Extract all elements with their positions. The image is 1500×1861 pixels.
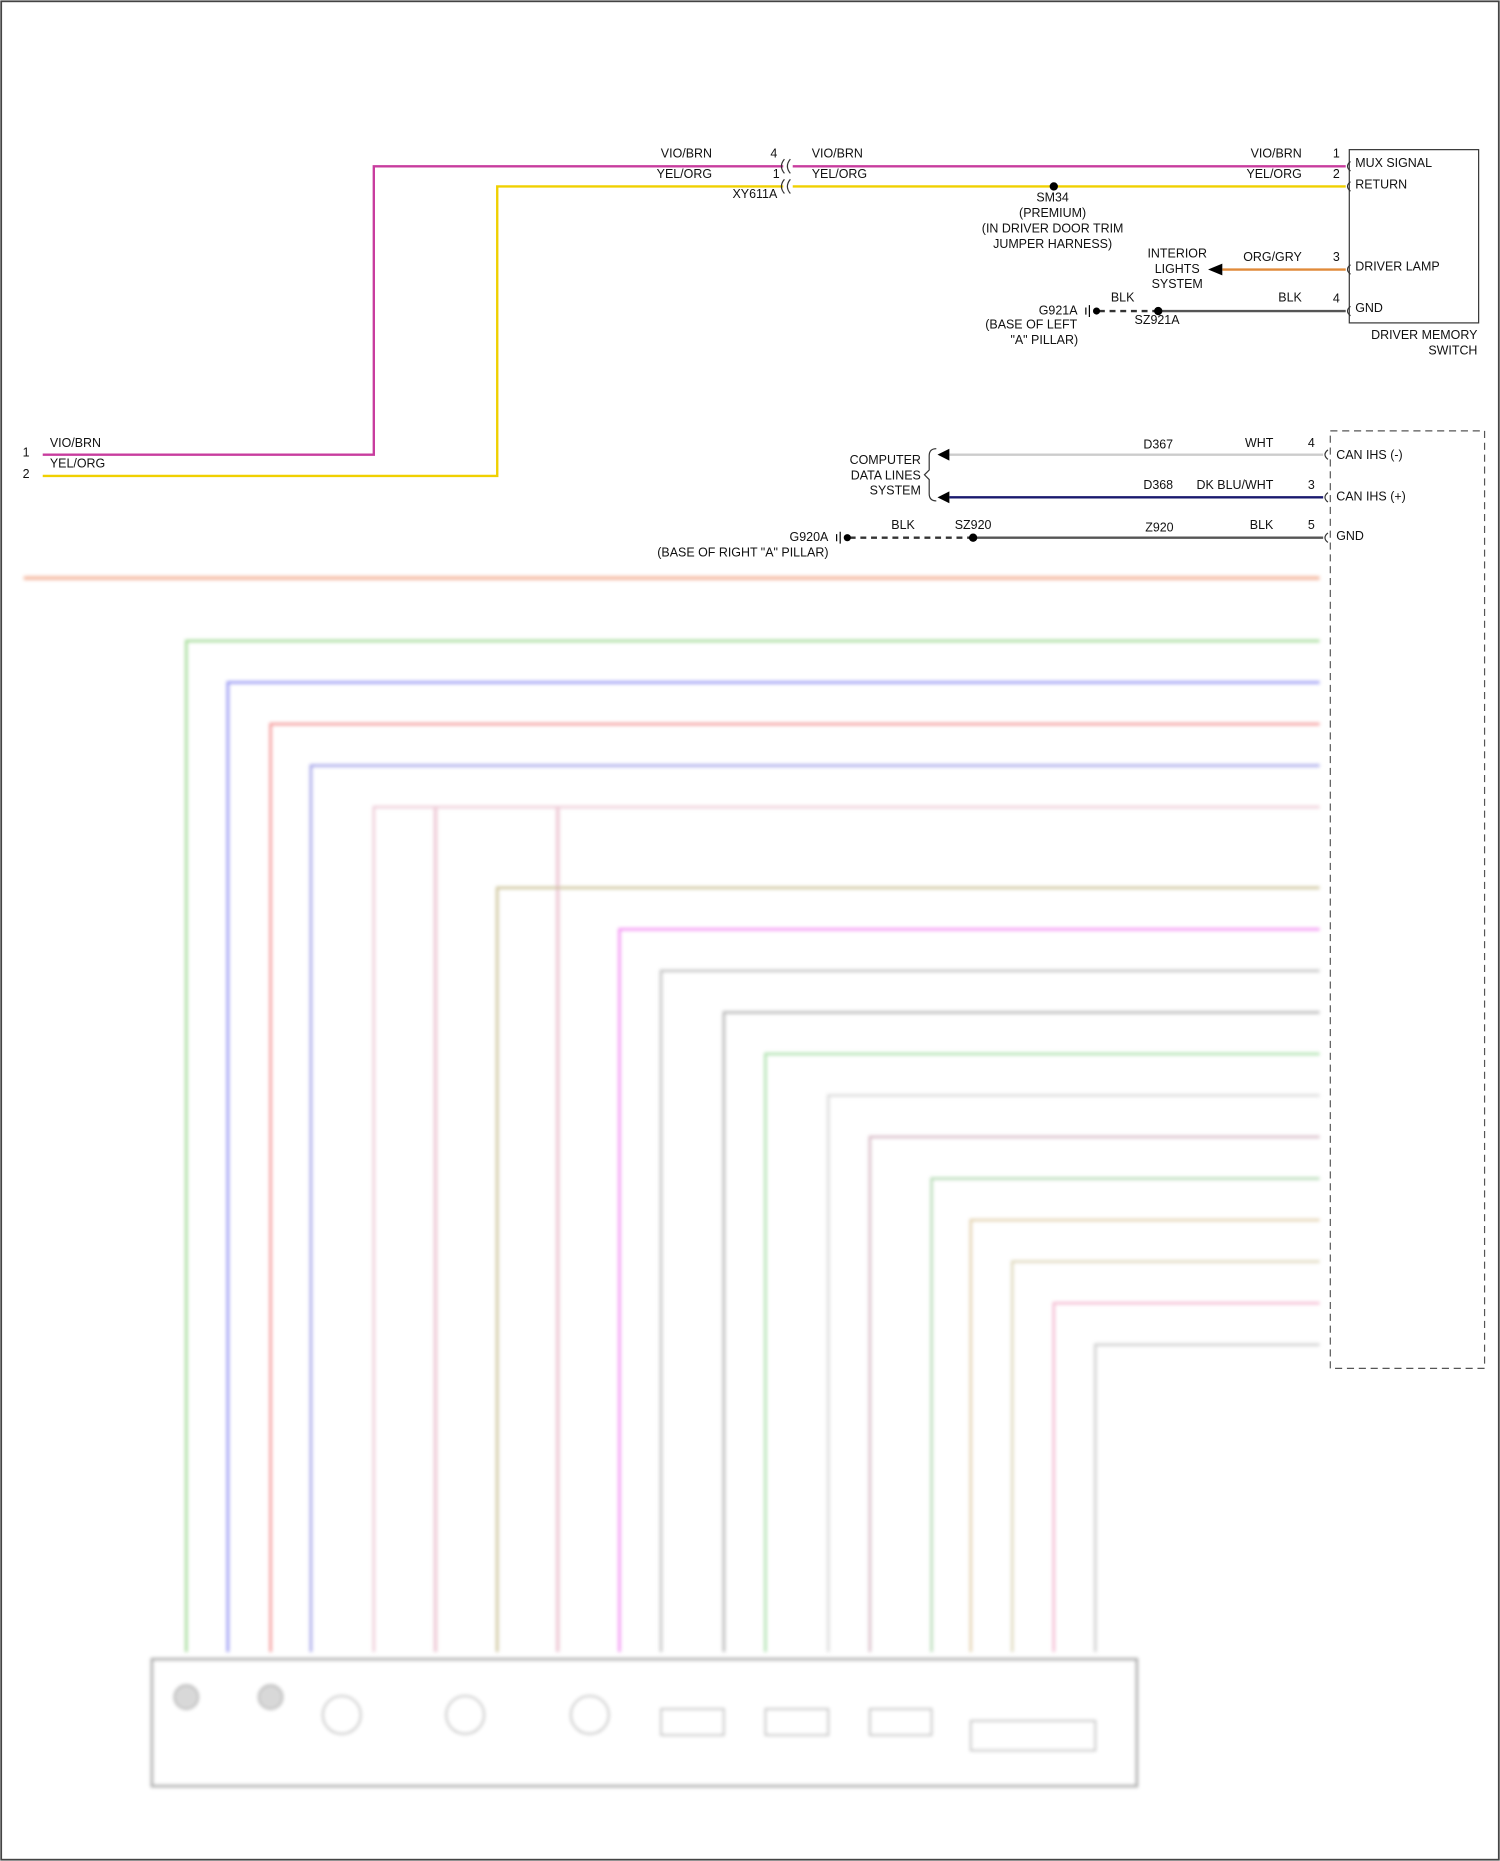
pin-function: CAN IHS (+) [1336, 490, 1406, 504]
system-label: SYSTEM [870, 484, 921, 498]
wire-label: VIO/BRN [1251, 147, 1302, 161]
arrow [937, 448, 950, 461]
splice-label: JUMPER HARNESS) [993, 237, 1112, 251]
pin: 5 [1308, 518, 1315, 532]
inline-connector [780, 158, 791, 194]
wire-label: BLK [1111, 290, 1135, 304]
pin-function: CAN IHS (-) [1336, 448, 1402, 462]
ground-symbol [1085, 305, 1090, 317]
pin: 1 [773, 167, 780, 181]
pin-function: GND [1355, 301, 1383, 315]
pin: 3 [1308, 478, 1315, 492]
pin: 1 [23, 446, 30, 460]
wire-label: DK BLU/WHT [1197, 478, 1274, 492]
ground-name: G921A [1039, 303, 1078, 317]
switch-box [1348, 149, 1480, 324]
blurred-region [23, 576, 1320, 1788]
pin-function: MUX SIGNAL [1355, 156, 1432, 170]
connector-box [1329, 430, 1486, 1369]
arrow [937, 491, 950, 504]
pin: 4 [770, 147, 777, 161]
pin: 4 [1333, 291, 1340, 305]
pin: 1 [1333, 147, 1340, 161]
pin-function: DRIVER LAMP [1355, 259, 1439, 273]
labels: 1 2 VIO/BRN YEL/ORG VIO/BRN YEL/ORG 4 1 … [23, 147, 1479, 560]
splice [1154, 306, 1163, 316]
ground-symbol [836, 531, 841, 544]
wire-label: BLK [1278, 290, 1302, 304]
pin-function: RETURN [1355, 178, 1407, 192]
ground-location: "A" PILLAR) [1010, 333, 1078, 347]
ground-name: G920A [790, 530, 829, 544]
circuit: D368 [1143, 478, 1173, 492]
system-label: DATA LINES [851, 468, 921, 482]
pin: 2 [23, 467, 30, 481]
wire-label: VIO/BRN [661, 147, 712, 161]
splice-label: SZ921A [1135, 313, 1181, 327]
system-label: LIGHTS [1155, 262, 1200, 276]
ground [843, 534, 851, 542]
pin-function: GND [1336, 529, 1364, 543]
splice [1049, 182, 1058, 191]
circuit: D367 [1143, 437, 1173, 451]
pin-terminals [1324, 449, 1329, 543]
splice-label: (IN DRIVER DOOR TRIM [982, 221, 1124, 235]
wire-label: WHT [1245, 436, 1274, 450]
wire-label: VIO/BRN [50, 436, 101, 450]
arrow [1208, 263, 1223, 276]
wire-vio-brn [42, 165, 784, 456]
pin-terminals [1346, 161, 1351, 317]
system-label: SYSTEM [1152, 277, 1203, 291]
pin: 4 [1308, 436, 1315, 450]
splice-label: (PREMIUM) [1019, 206, 1086, 220]
wire-label: YEL/ORG [1246, 167, 1301, 181]
component-name: DRIVER MEMORY [1371, 328, 1478, 342]
wire-label: ORG/GRY [1243, 250, 1302, 264]
circuit: Z920 [1145, 521, 1173, 535]
brace [923, 448, 937, 502]
wire-label: YEL/ORG [812, 167, 867, 181]
wire-label: VIO/BRN [812, 147, 863, 161]
ground-location: (BASE OF RIGHT "A" PILLAR) [657, 545, 828, 559]
wire-yel-org [42, 185, 784, 478]
ground-location: (BASE OF LEFT [985, 318, 1077, 332]
splice [968, 533, 978, 542]
connector-name: XY611A [733, 187, 778, 201]
system-label: COMPUTER [850, 453, 921, 467]
system-label: INTERIOR [1147, 246, 1207, 260]
wire-label: YEL/ORG [657, 167, 712, 181]
wire-label: BLK [891, 518, 915, 532]
wire-label: YEL/ORG [50, 456, 105, 470]
pin: 2 [1333, 167, 1340, 181]
splice-label: SM34 [1036, 191, 1069, 205]
wire-label: BLK [1250, 518, 1274, 532]
pin: 3 [1333, 250, 1340, 264]
component-name: SWITCH [1428, 344, 1477, 358]
splice-label: SZ920 [955, 518, 992, 532]
ground [1092, 307, 1101, 315]
